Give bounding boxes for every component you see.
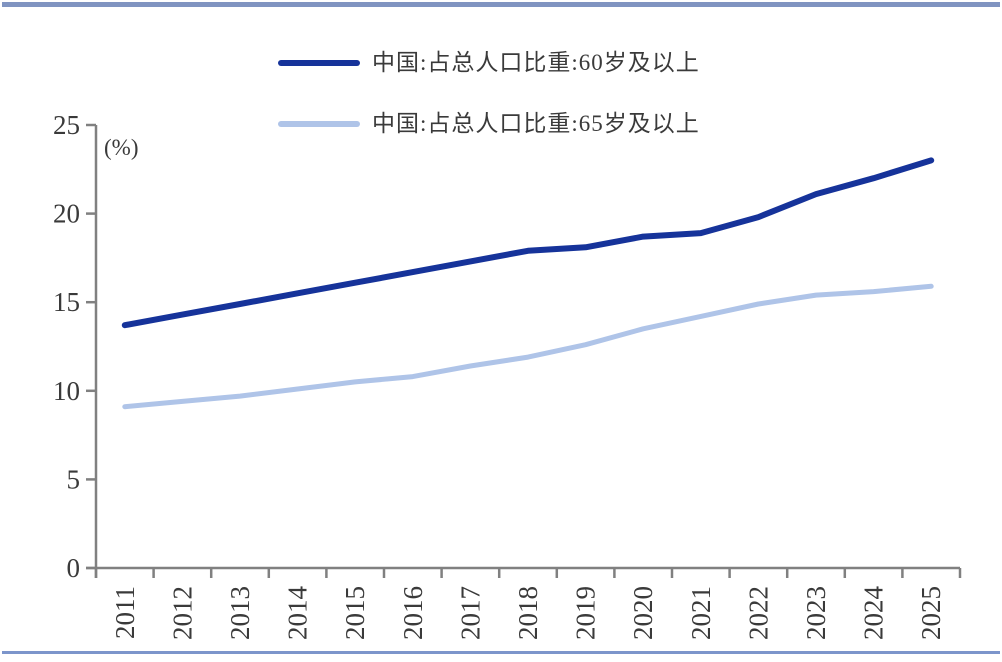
x-tick-label: 2016 (398, 586, 428, 640)
legend-label-60plus: 中国:占总人口比重:60岁及以上 (372, 50, 700, 75)
x-tick-label: 2025 (916, 586, 946, 640)
x-tick-label: 2021 (686, 586, 716, 640)
x-tick-label: 2019 (571, 586, 601, 640)
x-tick-label: 2017 (455, 586, 485, 640)
series-line-60plus (121, 157, 935, 329)
y-tick-label: 5 (67, 464, 81, 494)
bottom-divider-rule (2, 651, 1000, 654)
y-tick-label: 20 (53, 199, 80, 229)
x-tick-label: 2013 (225, 586, 255, 640)
x-tick-label: 2015 (340, 586, 370, 640)
x-tick-label: 2012 (167, 586, 197, 640)
legend: 中国:占总人口比重:60岁及以上 中国:占总人口比重:65岁及以上 (278, 46, 700, 140)
legend-line-swatch-65plus (278, 120, 360, 127)
legend-label-65plus: 中国:占总人口比重:65岁及以上 (372, 111, 700, 136)
y-axis-unit-label: (%) (104, 135, 138, 160)
legend-line-swatch-60plus (278, 59, 360, 66)
y-tick-label: 25 (53, 110, 80, 140)
y-tick-label: 15 (53, 287, 80, 317)
x-tick-label: 2022 (743, 586, 773, 640)
x-tick-label: 2020 (628, 586, 658, 640)
x-tick-label: 2023 (801, 586, 831, 640)
legend-item-60plus: 中国:占总人口比重:60岁及以上 (278, 46, 700, 79)
series-line-65plus (122, 283, 934, 410)
x-tick-label: 2011 (110, 586, 140, 639)
x-tick-label: 2024 (859, 586, 889, 641)
legend-item-65plus: 中国:占总人口比重:65岁及以上 (278, 107, 700, 140)
top-divider-rule (2, 2, 1000, 7)
x-tick-label: 2014 (283, 586, 313, 641)
y-tick-label: 10 (53, 376, 80, 406)
x-tick-label: 2018 (513, 586, 543, 640)
y-tick-label: 0 (67, 553, 81, 583)
